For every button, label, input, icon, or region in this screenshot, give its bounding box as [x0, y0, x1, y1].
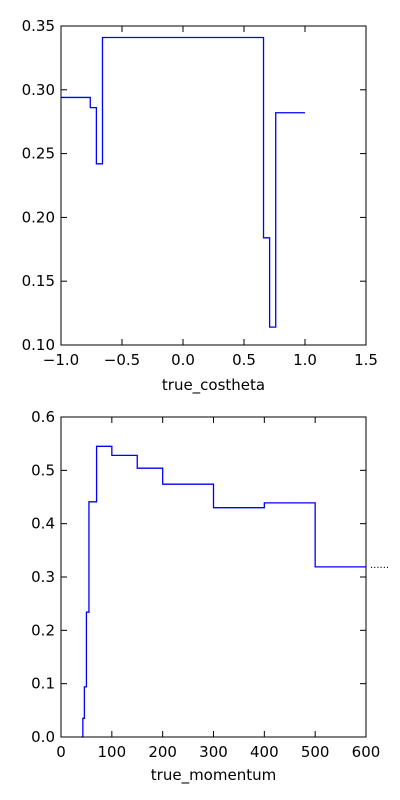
momentum-xtick-label: 300 — [199, 743, 228, 761]
costheta-ytick-label: 0.10 — [22, 336, 55, 354]
momentum-xtick-label: 600 — [352, 743, 381, 761]
costheta-xtick-label: −1.0 — [43, 351, 79, 369]
costheta-xlabel: true_costheta — [162, 376, 265, 395]
costheta-panel: −1.0 −0.5 0.0 0.5 1.0 1.5 0.10 0.15 0.20 0.25 0.30… — [22, 17, 378, 395]
momentum-ytick-label: 0.2 — [31, 621, 55, 639]
momentum-ytick-label: 0.4 — [31, 515, 55, 533]
momentum-ytick-label: 0.0 — [31, 728, 55, 746]
momentum-overflow-marker: ······ — [370, 563, 389, 574]
costheta-ytick-label: 0.30 — [22, 81, 55, 99]
momentum-xtick-label: 500 — [301, 743, 330, 761]
costheta-ytick-label: 0.15 — [22, 272, 55, 290]
costheta-ytick-label: 0.20 — [22, 208, 55, 226]
momentum-ytick-label: 0.6 — [31, 408, 55, 426]
momentum-ytick-label: 0.5 — [31, 461, 55, 479]
costheta-xtick-label: 1.5 — [354, 351, 378, 369]
costheta-xtick-label: −0.5 — [104, 351, 140, 369]
momentum-series-line — [81, 445, 366, 738]
momentum-xtick-label: 200 — [148, 743, 177, 761]
costheta-ytick-label: 0.25 — [22, 145, 55, 163]
costheta-axes-frame — [60, 25, 367, 346]
momentum-xlabel: true_momentum — [151, 766, 276, 785]
momentum-panel: 0 100 200 300 400 500 600 0.0 0.1 0.2 0.3 0.4 0.5 0.6… — [31, 408, 389, 785]
momentum-xtick-label: 0 — [56, 743, 66, 761]
momentum-ytick-label: 0.1 — [31, 675, 55, 693]
momentum-xtick-label: 400 — [250, 743, 279, 761]
costheta-series-line — [61, 36, 305, 328]
costheta-ytick-label: 0.35 — [22, 17, 55, 35]
costheta-xtick-label: 0.5 — [232, 351, 256, 369]
momentum-ytick-label: 0.3 — [31, 568, 55, 586]
momentum-xtick-label: 100 — [98, 743, 127, 761]
costheta-xtick-label: 1.0 — [293, 351, 317, 369]
costheta-xtick-label: 0.0 — [171, 351, 195, 369]
